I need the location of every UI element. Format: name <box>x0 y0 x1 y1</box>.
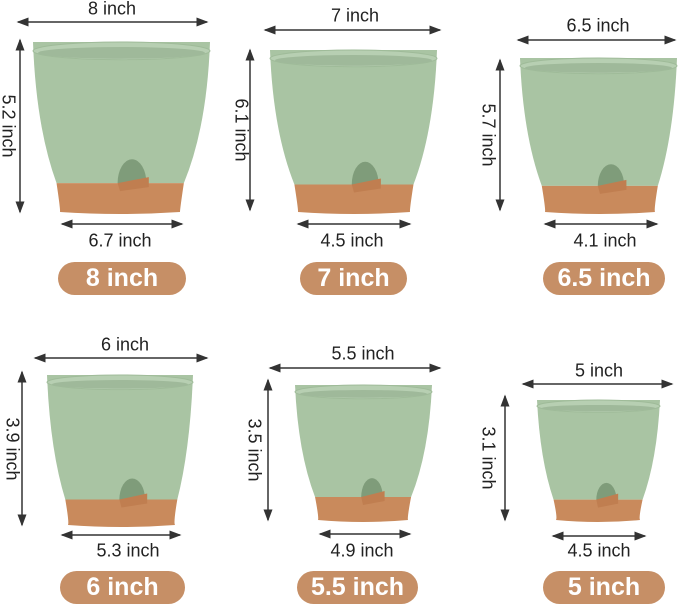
pot-body <box>520 58 677 186</box>
pot-opening <box>300 390 427 398</box>
height-label: 3.1 inch <box>478 426 499 490</box>
bottom-diameter-label: 4.9 inch <box>330 540 394 561</box>
pot-opening <box>52 380 188 389</box>
height-label: 6.1 inch <box>231 98 252 162</box>
top-diameter-label: 8 inch <box>87 0 137 19</box>
height-label: 3.5 inch <box>244 418 265 482</box>
size-badge: 6 inch <box>60 571 185 604</box>
size-badge: 7 inch <box>300 262 407 295</box>
bottom-diameter-label: 5.3 inch <box>96 540 160 561</box>
pot-body <box>270 50 437 185</box>
top-diameter-label: 7 inch <box>330 5 380 26</box>
size-badge: 5.5 inch <box>297 571 418 604</box>
water-reservoir-base <box>56 183 184 214</box>
pot-opening <box>542 405 655 412</box>
top-diameter-label: 6 inch <box>100 334 150 355</box>
water-window <box>351 161 379 185</box>
bottom-diameter-label: 4.1 inch <box>573 230 637 251</box>
pot-body <box>295 385 432 498</box>
water-window <box>119 478 146 500</box>
top-diameter-label: 6.5 inch <box>566 15 630 36</box>
pot-body <box>537 400 660 500</box>
pot-opening <box>275 55 432 66</box>
water-window <box>117 159 147 184</box>
pot-1 <box>32 41 211 214</box>
height-label: 3.9 inch <box>2 416 23 481</box>
water-reservoir-base <box>294 184 414 214</box>
bottom-diameter-label: 6.7 inch <box>88 230 152 251</box>
water-window <box>596 482 617 500</box>
height-label: 5.7 inch <box>478 103 499 167</box>
size-badge: 8 inch <box>58 262 186 295</box>
pot-body <box>47 375 193 500</box>
size-badge: 5 inch <box>543 571 665 604</box>
water-reservoir-base <box>541 185 658 214</box>
top-diameter-label: 5.5 inch <box>331 343 395 364</box>
pot-3 <box>519 57 678 214</box>
water-window <box>361 478 383 498</box>
water-spout <box>351 178 381 193</box>
water-reservoir-base <box>65 499 178 527</box>
height-label: 5.2 inch <box>0 94 19 158</box>
water-spout <box>119 493 148 508</box>
top-diameter-label: 5 inch <box>574 360 624 381</box>
water-spout <box>597 179 627 194</box>
water-spout <box>596 493 619 508</box>
water-window <box>597 164 625 186</box>
pot-4 <box>46 374 194 527</box>
size-badge: 6.5 inch <box>543 262 665 295</box>
water-reservoir-base <box>315 497 412 522</box>
water-reservoir-base <box>553 499 643 522</box>
pot-5 <box>294 384 433 522</box>
bottom-diameter-label: 4.5 inch <box>320 230 384 251</box>
pot-opening <box>38 47 205 59</box>
pot-opening <box>525 63 672 73</box>
water-spout <box>361 491 385 506</box>
pot-2 <box>269 49 438 214</box>
bottom-diameter-label: 4.5 inch <box>567 540 631 561</box>
pot-6 <box>536 399 661 522</box>
pot-body <box>33 42 210 184</box>
water-spout <box>117 177 149 192</box>
